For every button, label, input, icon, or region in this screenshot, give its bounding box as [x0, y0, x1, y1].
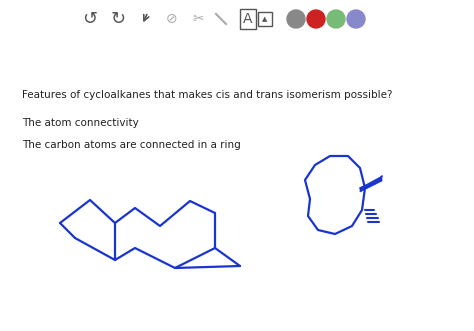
Text: A: A — [243, 12, 253, 26]
Text: The carbon atoms are connected in a ring: The carbon atoms are connected in a ring — [22, 140, 241, 150]
Circle shape — [327, 10, 345, 28]
Text: Features of cycloalkanes that makes cis and trans isomerism possible?: Features of cycloalkanes that makes cis … — [22, 90, 392, 100]
Circle shape — [347, 10, 365, 28]
Text: ⊘: ⊘ — [166, 12, 178, 26]
Text: The atom connectivity: The atom connectivity — [22, 118, 139, 128]
Text: ▲: ▲ — [262, 16, 268, 22]
Text: ✂: ✂ — [192, 12, 204, 26]
Text: ↺: ↺ — [82, 10, 98, 28]
Text: ↻: ↻ — [110, 10, 126, 28]
Circle shape — [307, 10, 325, 28]
Circle shape — [287, 10, 305, 28]
Polygon shape — [360, 176, 382, 192]
